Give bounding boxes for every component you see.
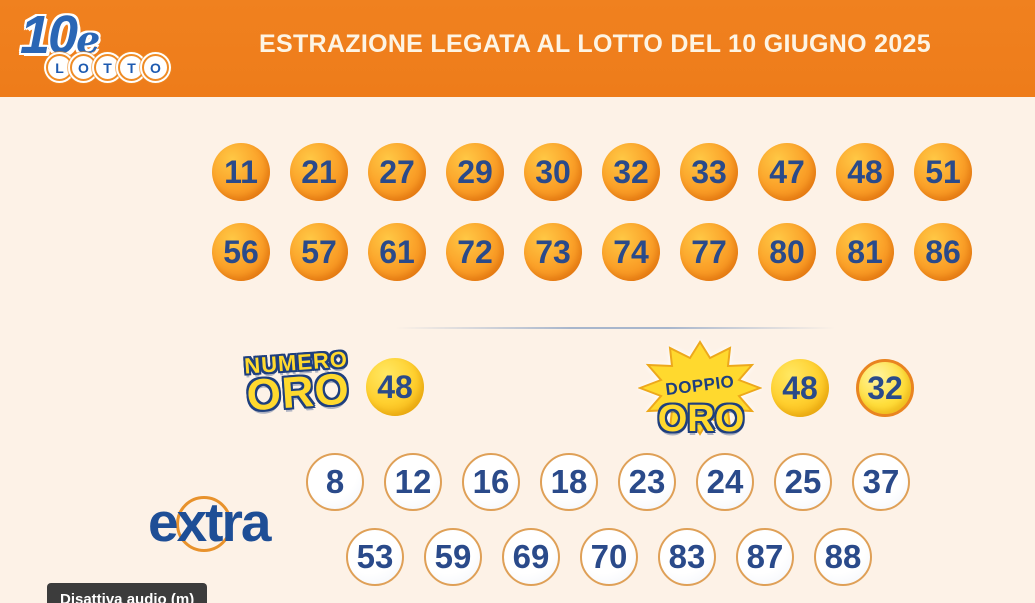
extra-number-ball: 88: [814, 528, 872, 586]
header: 10e L O T T O ESTRAZIONE LEGATA AL LOTTO…: [0, 0, 1035, 97]
number-ball: 80: [758, 223, 816, 281]
number-ball: 27: [368, 143, 426, 201]
logo-letter-ball: O: [142, 54, 169, 81]
extra-number-ball: 87: [736, 528, 794, 586]
page-title: ESTRAZIONE LEGATA AL LOTTO DEL 10 GIUGNO…: [259, 30, 931, 58]
number-ball: 57: [290, 223, 348, 281]
extra-number-ball: 18: [540, 453, 598, 511]
logo-letter-ball: T: [118, 54, 145, 81]
logo-letter-ball: L: [46, 54, 73, 81]
doppio-oro-ball-2: 32: [856, 359, 914, 417]
logo-letter-ball: T: [94, 54, 121, 81]
extra-label: extra: [148, 491, 271, 553]
mute-tooltip: Disattiva audio (m): [47, 583, 208, 603]
numero-oro-logo: NUMERO ORO: [238, 346, 357, 421]
number-ball: 61: [368, 223, 426, 281]
extra-number-ball: 12: [384, 453, 442, 511]
number-ball: 72: [446, 223, 504, 281]
doppio-oro-label-bottom: ORO: [657, 398, 745, 440]
number-ball: 32: [602, 143, 660, 201]
extra-number-ball: 37: [852, 453, 910, 511]
number-ball: 47: [758, 143, 816, 201]
extra-numbers-row-2: 53 59 69 70 83 87 88: [346, 528, 872, 586]
logo-lotto-balls: L O T T O: [46, 54, 169, 81]
number-ball: 48: [836, 143, 894, 201]
logo-10e-text: 10e: [20, 4, 100, 66]
extra-logo: extra: [148, 488, 308, 563]
extra-number-ball: 83: [658, 528, 716, 586]
number-ball: 29: [446, 143, 504, 201]
extra-number-ball: 24: [696, 453, 754, 511]
logo-letter-ball: O: [70, 54, 97, 81]
number-ball: 30: [524, 143, 582, 201]
main-numbers-row-1: 11 21 27 29 30 32 33 47 48 51: [212, 143, 972, 201]
number-ball: 51: [914, 143, 972, 201]
extra-number-ball: 23: [618, 453, 676, 511]
extra-number-ball: 8: [306, 453, 364, 511]
ten-e-lotto-logo: 10e L O T T O: [20, 4, 190, 94]
logo-ten: 10: [20, 5, 78, 65]
number-ball: 33: [680, 143, 738, 201]
number-ball: 81: [836, 223, 894, 281]
extra-number-ball: 25: [774, 453, 832, 511]
doppio-oro-ball-1: 48: [771, 359, 829, 417]
extra-number-ball: 53: [346, 528, 404, 586]
section-divider: [395, 327, 835, 329]
number-ball: 21: [290, 143, 348, 201]
extra-circle-icon: [176, 496, 232, 552]
number-ball: 74: [602, 223, 660, 281]
extra-number-ball: 16: [462, 453, 520, 511]
main-numbers-row-2: 56 57 61 72 73 74 77 80 81 86: [212, 223, 972, 281]
extra-number-ball: 69: [502, 528, 560, 586]
doppio-oro-starburst-icon: [638, 340, 762, 436]
extra-number-ball: 59: [424, 528, 482, 586]
extra-numbers-row-1: 8 12 16 18 23 24 25 37: [306, 453, 910, 511]
number-ball: 56: [212, 223, 270, 281]
extra-number-ball: 70: [580, 528, 638, 586]
numero-oro-ball: 48: [366, 358, 424, 416]
number-ball: 11: [212, 143, 270, 201]
number-ball: 73: [524, 223, 582, 281]
number-ball: 86: [914, 223, 972, 281]
doppio-oro-logo: DOPPIO ORO: [638, 340, 763, 440]
numero-oro-label-bottom: ORO: [244, 364, 352, 421]
number-ball: 77: [680, 223, 738, 281]
